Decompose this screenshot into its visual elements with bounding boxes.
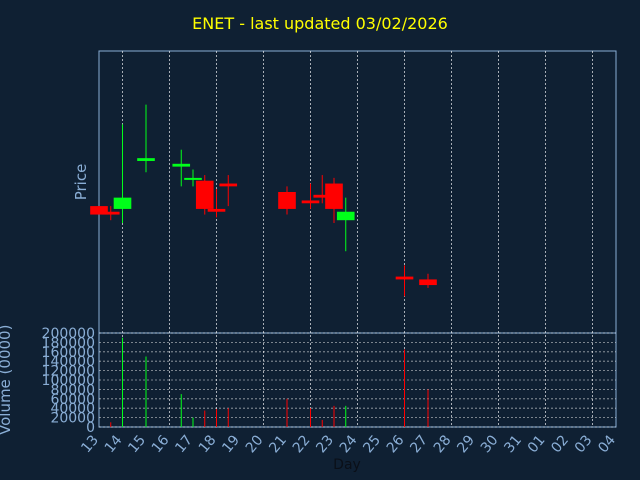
candle-body [184,177,202,180]
volume-tick-label: 0 [86,420,95,436]
x-tick-label: 18 [196,432,220,456]
volume-tick-label: 140000 [42,354,95,370]
volume-tick-label: 60000 [50,392,95,408]
x-tick-label: 01 [525,432,549,456]
x-tick-label: 16 [149,432,173,456]
x-tick-label: 28 [431,432,455,456]
x-tick-label: 02 [548,432,572,456]
candle-body [278,192,296,209]
candle-body [395,276,414,280]
volume-tick-label: 100000 [42,373,95,389]
volume-tick-label: 160000 [42,345,95,361]
x-tick-label: 22 [290,432,314,456]
candle-body [419,279,437,286]
x-tick-label: 21 [266,432,290,456]
chart-title: ENET - last updated 03/02/2026 [192,14,448,33]
candle-body [101,211,120,215]
candle-body [195,180,214,209]
x-tick-label: 27 [407,432,431,456]
x-tick-label: 23 [313,432,337,456]
x-axis-label: Day [333,457,361,473]
candle-body [172,163,191,167]
x-tick-label: 20 [243,432,267,456]
volume-tick-label: 180000 [42,335,95,351]
candle-body [219,183,238,187]
x-tick-label: 31 [501,432,525,456]
x-tick-label: 30 [478,432,502,456]
candle-body [301,200,320,204]
volume-tick-label: 200000 [42,326,95,342]
x-tick-label: 25 [360,432,384,456]
volume-tick-label: 20000 [50,411,95,427]
candle-body [137,158,155,161]
x-tick-label: 03 [572,432,596,456]
x-tick-label: 26 [384,432,408,456]
volume-tick-label: 120000 [42,364,95,380]
candle-body [336,211,355,221]
x-tick-label: 29 [454,432,478,456]
x-tick-label: 04 [595,432,619,456]
x-tick-label: 14 [102,432,126,456]
volume-tick-label: 40000 [50,401,95,417]
candle-body [207,208,226,212]
candle-body [325,183,343,209]
x-tick-label: 17 [172,432,196,456]
candle-body [113,197,132,209]
x-tick-label: 19 [219,432,243,456]
volume-tick-label: 80000 [50,382,95,398]
x-tick-label: 13 [78,432,102,456]
x-tick-label: 15 [125,432,149,456]
candle-body [313,194,332,198]
candle-body [90,206,108,215]
x-tick-label: 24 [337,432,361,456]
